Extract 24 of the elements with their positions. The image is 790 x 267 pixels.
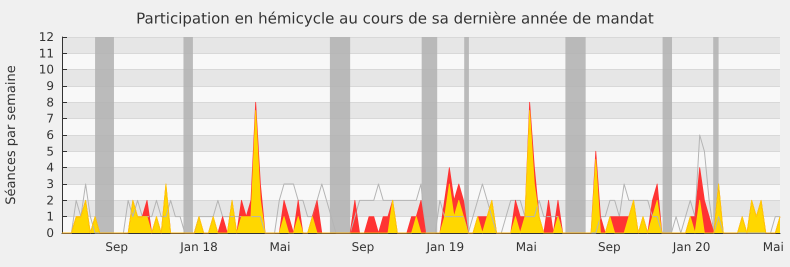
x-tick-label: Mai <box>516 240 537 254</box>
y-tick-label: 2 <box>46 193 54 208</box>
y-tick-label: 9 <box>46 79 54 93</box>
x-tick-label: Jan 19 <box>425 240 464 254</box>
y-tick-label: 1 <box>46 210 54 224</box>
y-tick-label: 6 <box>46 128 54 142</box>
y-tick-label: 0 <box>46 226 54 240</box>
y-tick-label: 3 <box>46 177 54 191</box>
y-tick-label: 7 <box>46 112 54 126</box>
x-tick-label: Jan 20 <box>672 240 710 254</box>
y-tick-label: 11 <box>38 46 54 60</box>
y-axis-title: Séances par semaine <box>4 65 19 205</box>
x-tick-label: Jan 18 <box>179 240 218 254</box>
x-tick-label: Sep <box>105 240 128 254</box>
y-tick-label: 4 <box>46 160 54 175</box>
x-tick-label: Mai <box>269 240 290 254</box>
y-tick-label: 10 <box>38 62 54 77</box>
chart-title: Participation en hémicycle au cours de sa dernière année de mandat <box>136 10 654 28</box>
x-tick-label: Sep <box>352 240 374 254</box>
x-tick-label: Mai <box>762 240 784 254</box>
y-tick-label: 12 <box>38 30 54 44</box>
y-tick-label: 5 <box>46 144 54 158</box>
y-tick-label: 8 <box>46 95 54 110</box>
x-tick-label: Sep <box>598 240 621 254</box>
